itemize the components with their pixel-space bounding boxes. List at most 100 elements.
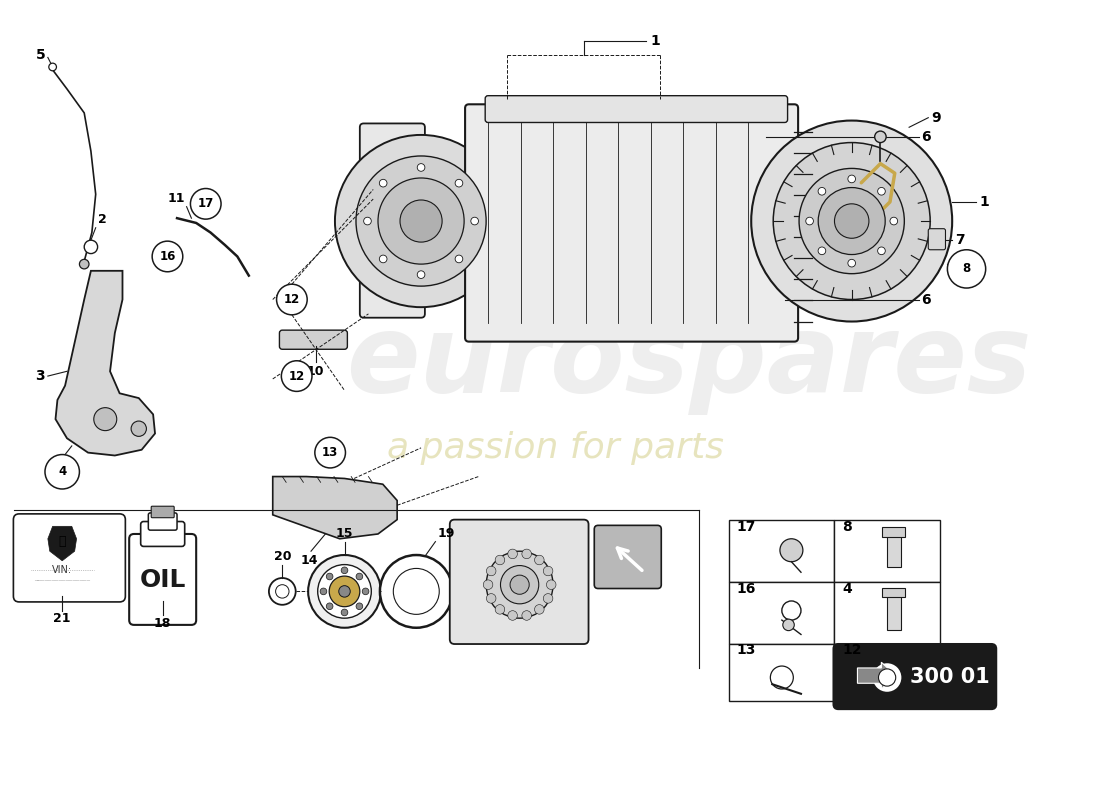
Text: 20: 20 xyxy=(274,550,292,562)
Text: 13: 13 xyxy=(737,642,756,657)
FancyBboxPatch shape xyxy=(928,229,946,250)
Circle shape xyxy=(770,666,793,689)
Circle shape xyxy=(848,259,856,267)
Text: 21: 21 xyxy=(54,613,72,626)
FancyBboxPatch shape xyxy=(151,506,174,518)
Circle shape xyxy=(318,565,372,618)
Text: 17: 17 xyxy=(198,198,213,210)
Circle shape xyxy=(45,454,79,489)
Circle shape xyxy=(79,259,89,269)
Text: 1: 1 xyxy=(979,195,989,209)
FancyBboxPatch shape xyxy=(141,522,185,546)
Circle shape xyxy=(341,609,348,616)
Bar xyxy=(729,644,835,702)
Bar xyxy=(729,520,835,582)
FancyBboxPatch shape xyxy=(13,514,125,602)
Circle shape xyxy=(508,549,517,558)
Text: 6: 6 xyxy=(922,130,932,144)
Text: 16: 16 xyxy=(737,582,756,596)
FancyBboxPatch shape xyxy=(450,520,588,644)
FancyBboxPatch shape xyxy=(485,96,788,122)
Circle shape xyxy=(315,438,345,468)
Circle shape xyxy=(879,669,895,686)
Text: OIL: OIL xyxy=(140,568,186,592)
Bar xyxy=(835,644,939,702)
Circle shape xyxy=(874,131,887,142)
Bar xyxy=(887,531,901,567)
Text: 7: 7 xyxy=(955,233,965,247)
Circle shape xyxy=(362,588,369,594)
Circle shape xyxy=(356,603,363,610)
Circle shape xyxy=(783,619,794,630)
Bar xyxy=(882,587,905,597)
FancyBboxPatch shape xyxy=(834,644,997,709)
Circle shape xyxy=(417,271,425,278)
Circle shape xyxy=(483,580,493,590)
Text: a passion for parts: a passion for parts xyxy=(386,431,724,465)
Circle shape xyxy=(878,187,886,195)
Circle shape xyxy=(818,187,826,195)
Circle shape xyxy=(190,189,221,219)
Circle shape xyxy=(356,156,486,286)
Circle shape xyxy=(495,555,505,565)
FancyBboxPatch shape xyxy=(594,526,661,589)
Text: eurospares: eurospares xyxy=(346,309,1032,414)
Circle shape xyxy=(872,662,902,693)
Circle shape xyxy=(455,179,463,187)
Circle shape xyxy=(455,255,463,262)
Circle shape xyxy=(543,566,553,576)
Circle shape xyxy=(799,169,904,274)
Circle shape xyxy=(308,555,381,628)
FancyBboxPatch shape xyxy=(279,330,348,350)
Text: 16: 16 xyxy=(160,250,176,263)
Text: 5: 5 xyxy=(36,49,46,62)
Circle shape xyxy=(486,566,496,576)
Polygon shape xyxy=(47,526,77,561)
Circle shape xyxy=(495,605,505,614)
Text: 300 01: 300 01 xyxy=(910,666,990,686)
Circle shape xyxy=(276,284,307,315)
Text: 12: 12 xyxy=(284,293,300,306)
Circle shape xyxy=(417,164,425,171)
FancyBboxPatch shape xyxy=(148,513,177,530)
Circle shape xyxy=(486,594,496,603)
Circle shape xyxy=(379,179,387,187)
Polygon shape xyxy=(55,271,155,455)
Circle shape xyxy=(94,408,117,430)
Text: 17: 17 xyxy=(737,520,756,534)
Circle shape xyxy=(508,610,517,620)
Circle shape xyxy=(268,578,296,605)
Text: 8: 8 xyxy=(843,520,851,534)
Text: 19: 19 xyxy=(438,526,454,540)
Circle shape xyxy=(471,218,478,225)
Bar xyxy=(882,527,905,537)
Circle shape xyxy=(835,204,869,238)
Text: 13: 13 xyxy=(322,446,339,459)
Bar xyxy=(835,520,939,582)
Circle shape xyxy=(535,555,544,565)
Circle shape xyxy=(341,567,348,574)
Circle shape xyxy=(282,361,312,391)
FancyBboxPatch shape xyxy=(465,104,799,342)
Text: 🐂: 🐂 xyxy=(58,535,66,548)
Circle shape xyxy=(818,187,886,254)
Text: 12: 12 xyxy=(843,642,861,657)
Circle shape xyxy=(848,175,856,182)
Circle shape xyxy=(400,200,442,242)
Circle shape xyxy=(521,549,531,558)
Circle shape xyxy=(327,603,333,610)
Circle shape xyxy=(500,566,539,604)
Circle shape xyxy=(521,610,531,620)
Text: 4: 4 xyxy=(58,466,66,478)
Circle shape xyxy=(378,178,464,264)
Text: 6: 6 xyxy=(922,293,932,306)
Text: 2: 2 xyxy=(98,213,107,226)
Circle shape xyxy=(85,240,98,254)
Circle shape xyxy=(486,551,553,618)
Circle shape xyxy=(890,218,898,225)
Circle shape xyxy=(320,588,327,594)
Circle shape xyxy=(131,421,146,436)
Circle shape xyxy=(379,555,452,628)
Circle shape xyxy=(356,573,363,580)
Text: 10: 10 xyxy=(307,365,324,378)
